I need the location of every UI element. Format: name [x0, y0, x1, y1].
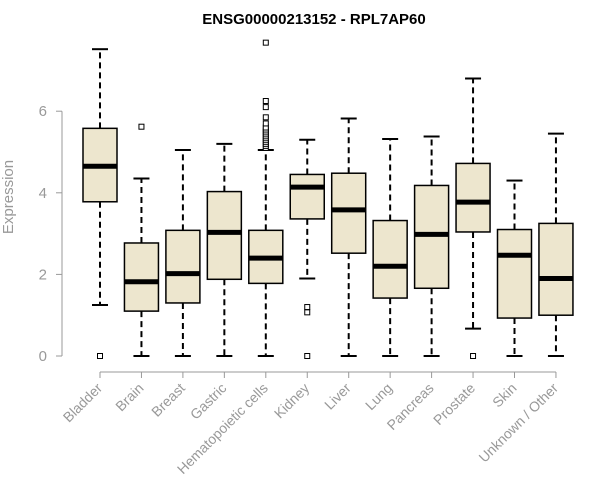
- y-axis-label: Expression: [0, 160, 17, 234]
- box-hematopoietic-cells: [248, 39, 284, 357]
- box-iqr: [496, 228, 533, 319]
- x-tick-label: Kidney: [271, 380, 313, 422]
- chart-title: ENSG00000213152 - RPL7AP60: [202, 11, 425, 28]
- outlier-point: [304, 304, 311, 311]
- x-tick-label: Lung: [362, 380, 395, 413]
- box-gastric: [206, 142, 243, 357]
- box-breast: [165, 148, 201, 357]
- box-iqr: [289, 173, 325, 220]
- outlier-point: [138, 123, 145, 130]
- x-tick-label: Prostate: [430, 380, 478, 428]
- box-unknown-other: [538, 132, 574, 357]
- x-tick-label: Bladder: [60, 380, 106, 426]
- y-tick-label: 6: [39, 103, 47, 120]
- box-pancreas: [413, 135, 450, 357]
- box-skin: [496, 179, 533, 357]
- x-tick-label: Unknown / Other: [475, 380, 561, 466]
- box-liver: [330, 117, 367, 357]
- x-tick-label: Brain: [112, 380, 146, 414]
- box-iqr: [165, 229, 201, 304]
- outlier-point: [304, 353, 311, 359]
- box-prostate: [455, 77, 491, 359]
- outlier-point: [262, 114, 269, 121]
- box-series: [82, 39, 574, 359]
- box-iqr: [330, 172, 367, 254]
- outlier-point: [262, 120, 269, 127]
- box-lung: [372, 137, 408, 357]
- box-iqr: [206, 190, 243, 281]
- box-iqr: [455, 162, 491, 233]
- y-axis: 0 2 4 6: [39, 103, 63, 365]
- box-bladder: [82, 48, 118, 359]
- x-tick-label: Breast: [148, 380, 188, 420]
- outlier-point: [262, 104, 269, 111]
- outlier-point: [470, 353, 477, 359]
- box-kidney: [289, 138, 325, 359]
- y-tick-label: 2: [39, 266, 47, 283]
- box-iqr: [538, 222, 574, 316]
- box-iqr: [123, 242, 160, 312]
- x-tick-label: Liver: [321, 380, 354, 413]
- outlier-point: [97, 353, 103, 359]
- outlier-point: [262, 39, 269, 46]
- box-brain: [123, 123, 160, 357]
- box-iqr: [372, 219, 408, 299]
- outlier-point: [304, 309, 311, 316]
- outlier-point: [262, 98, 269, 104]
- y-tick-label: 0: [39, 348, 47, 365]
- x-tick-label: Skin: [489, 380, 520, 411]
- y-tick-label: 4: [39, 185, 47, 202]
